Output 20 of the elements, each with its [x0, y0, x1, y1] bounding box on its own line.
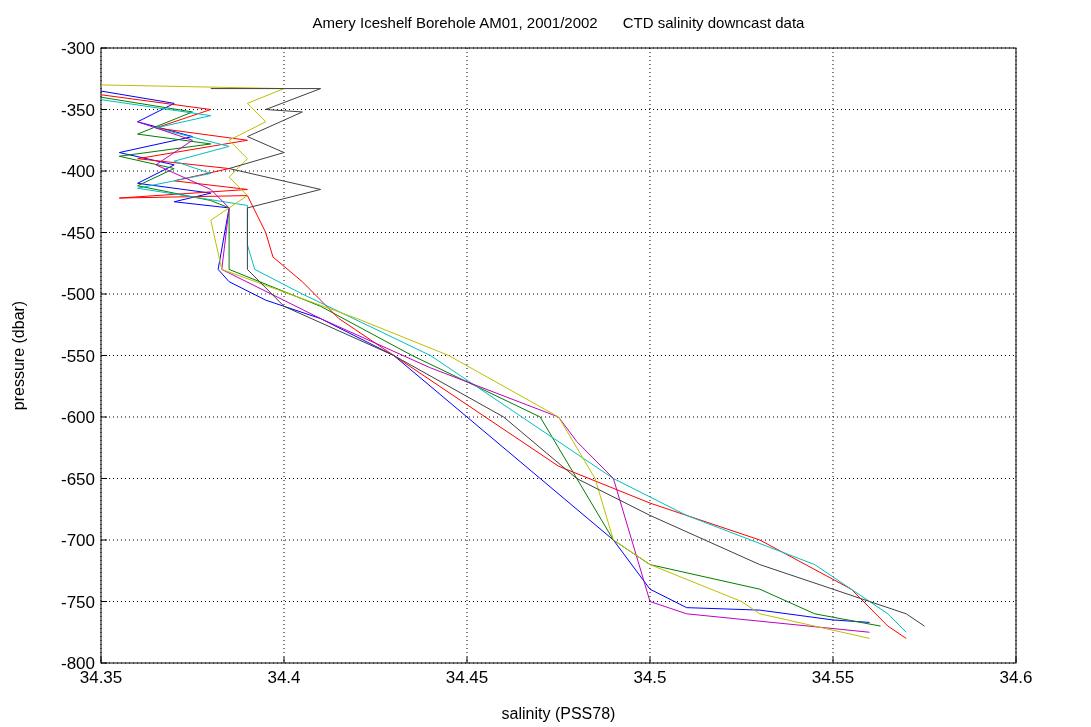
y-tick-label: -650 [60, 469, 95, 489]
y-tick-label: -400 [60, 162, 95, 181]
y-tick-label: -350 [60, 100, 95, 120]
x-tick-label: 34.4 [267, 668, 301, 687]
y-tick-label: -750 [60, 592, 95, 612]
x-axis-title: salinity (PSS78) [501, 705, 616, 722]
y-tick-label: -550 [60, 346, 95, 366]
x-tick-label: 34.6 [999, 668, 1033, 687]
y-tick-label: -500 [60, 285, 95, 304]
x-tick-label: 34.5 [633, 668, 667, 687]
y-tick-label: -450 [60, 223, 95, 243]
y-axis-title: pressure (dbar) [10, 300, 27, 411]
chart-title: Amery Iceshelf Borehole AM01, 2001/2002 CTD salinity downcast data [312, 14, 806, 31]
line-series [210, 88, 925, 627]
y-tick-label: -600 [60, 408, 95, 427]
x-tick-label: 34.45 [445, 668, 489, 687]
x-tick-label: 34.35 [79, 668, 123, 687]
x-tick-label: 34.55 [811, 668, 855, 687]
y-tick-label: -700 [60, 531, 95, 550]
y-tick-label: -300 [60, 39, 95, 58]
